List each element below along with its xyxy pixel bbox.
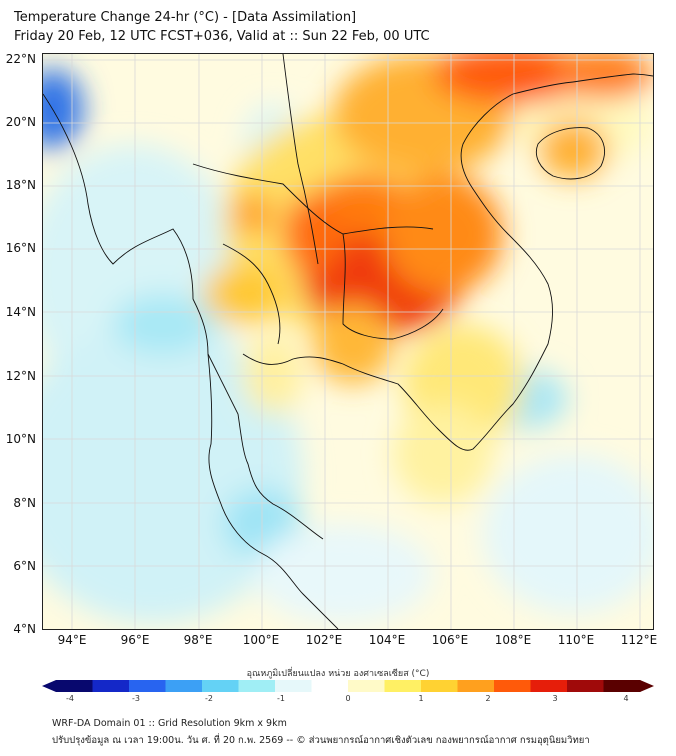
lon-label: 110°E bbox=[557, 633, 595, 647]
colorbar-cell bbox=[384, 680, 422, 692]
lat-label: 12°N bbox=[5, 369, 36, 383]
lon-label: 108°E bbox=[494, 633, 532, 647]
colorbar-cell bbox=[311, 680, 349, 692]
colorbar-cell bbox=[275, 680, 312, 692]
coastlines bbox=[43, 54, 653, 629]
colorbar-cell bbox=[56, 680, 93, 692]
lat-label: 14°N bbox=[5, 305, 36, 319]
lon-label: 98°E bbox=[183, 633, 213, 647]
map-title: Temperature Change 24-hr (°C) - [Data As… bbox=[14, 10, 357, 25]
lon-label: 94°E bbox=[57, 633, 87, 647]
temperature-change-map bbox=[42, 53, 654, 630]
lon-label: 104°E bbox=[368, 633, 406, 647]
lat-label: 22°N bbox=[5, 52, 36, 66]
colorbar-cell bbox=[603, 680, 641, 692]
graticule bbox=[43, 54, 653, 629]
colorbar-tick: -2 bbox=[205, 694, 213, 703]
lat-label: 16°N bbox=[5, 241, 36, 255]
colorbar-tick: 0 bbox=[345, 694, 351, 703]
lat-label: 20°N bbox=[5, 115, 36, 129]
colorbar bbox=[42, 680, 654, 692]
lat-label: 8°N bbox=[13, 496, 36, 510]
colorbar-label: อุณหภูมิเปลี่ยนแปลง หน่วย องศาเซลเซียส (… bbox=[246, 669, 430, 679]
footer-credit: ปรับปรุงข้อมูล ณ เวลา 19:00น. วัน ศ. ที่… bbox=[52, 735, 590, 746]
lon-label: 106°E bbox=[431, 633, 469, 647]
colorbar-cell bbox=[202, 680, 239, 692]
lat-label: 4°N bbox=[13, 622, 36, 636]
colorbar-tick: 1 bbox=[418, 694, 424, 703]
colorbar-tick: -3 bbox=[132, 694, 140, 703]
colorbar-tick: 3 bbox=[552, 694, 558, 703]
colorbar-min-arrow bbox=[42, 680, 56, 692]
colorbar-cell bbox=[348, 680, 385, 692]
lon-label: 100°E bbox=[242, 633, 280, 647]
colorbar-cell bbox=[165, 680, 203, 692]
colorbar-tick: -4 bbox=[66, 694, 74, 703]
colorbar-cell bbox=[238, 680, 276, 692]
map-canvas bbox=[43, 54, 653, 629]
lat-label: 10°N bbox=[5, 432, 36, 446]
colorbar-cell bbox=[129, 680, 166, 692]
lon-label: 112°E bbox=[620, 633, 658, 647]
colorbar-cell bbox=[457, 680, 495, 692]
colorbar-cell bbox=[92, 680, 130, 692]
colorbar-max-arrow bbox=[640, 680, 654, 692]
colorbar-cell bbox=[421, 680, 458, 692]
lon-label: 102°E bbox=[305, 633, 343, 647]
colorbar-tick: -1 bbox=[277, 694, 285, 703]
map-subtitle: Friday 20 Feb, 12 UTC FCST+036, Valid at… bbox=[14, 29, 430, 44]
colorbar-cell bbox=[530, 680, 568, 692]
lat-label: 18°N bbox=[5, 178, 36, 192]
colorbar-tick: 4 bbox=[623, 694, 629, 703]
footer-model-info: WRF-DA Domain 01 :: Grid Resolution 9km … bbox=[52, 718, 287, 729]
lon-label: 96°E bbox=[120, 633, 150, 647]
colorbar-tick: 2 bbox=[485, 694, 491, 703]
lat-label: 6°N bbox=[13, 559, 36, 573]
colorbar-cell bbox=[494, 680, 531, 692]
colorbar-cell bbox=[567, 680, 604, 692]
